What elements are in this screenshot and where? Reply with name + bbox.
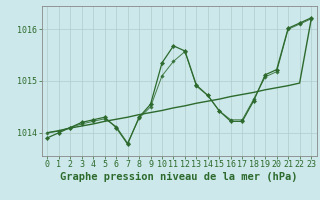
X-axis label: Graphe pression niveau de la mer (hPa): Graphe pression niveau de la mer (hPa) [60, 172, 298, 182]
